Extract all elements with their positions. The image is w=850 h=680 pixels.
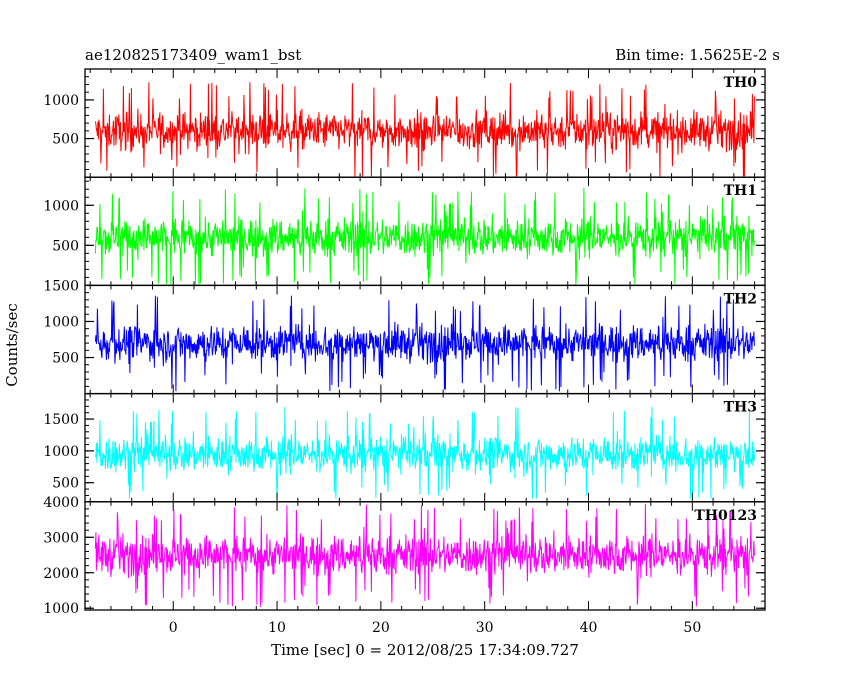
x-tick-label: 40 [580,620,598,636]
series-line-th0123 [94,503,755,607]
panel-frame [84,501,766,611]
panel-label-th2: TH2 [724,291,757,307]
series-line-th0 [94,82,755,177]
y-tick-label: 1500 [43,412,79,428]
x-tick-label: 50 [683,620,701,636]
y-tick-label: 500 [52,238,79,254]
y-tick-label: 500 [52,132,79,148]
y-tick-label: 1000 [43,601,79,617]
series-line-th3 [94,406,755,499]
panel-th1: 500 1000 TH1 [43,176,766,287]
y-tick-label: 2000 [43,566,79,582]
y-tick-label: 500 [52,351,79,367]
panel-label-th0123: TH0123 [694,508,757,524]
panels-group: 500 1000 TH0 500 1000 TH1 500 1000 1500 TH2 500 100… [43,68,766,617]
x-tick-labels: 0 10 20 30 40 50 [169,620,701,636]
y-tick-label: 3000 [43,530,79,546]
panel-th0: 500 1000 TH0 [43,68,766,178]
series-line-th1 [94,187,755,285]
y-tick-label: 1500 [43,278,79,294]
x-axis-label: Time [sec] 0 = 2012/08/25 17:34:09.727 [271,641,579,659]
y-axis-label: Counts/sec [3,303,21,387]
chart-title-left: ae120825173409_wam1_bst [85,46,301,64]
panel-th0123: 1000 2000 3000 4000 TH0123 [43,495,766,617]
y-tick-label: 1000 [43,93,79,109]
x-tick-label: 0 [169,620,178,636]
y-tick-label: 1000 [43,198,79,214]
y-tick-label: 4000 [43,495,79,511]
series-line-th2 [94,295,755,392]
x-tick-label: 10 [268,620,286,636]
y-tick-label: 1000 [43,444,79,460]
y-tick-label: 500 [52,476,79,492]
x-tick-label: 20 [372,620,390,636]
x-tick-label: 30 [476,620,494,636]
panel-label-th0: TH0 [724,75,758,91]
y-tick-label: 1000 [43,314,79,330]
panel-label-th1: TH1 [724,183,757,199]
panel-th2: 500 1000 1500 TH2 [43,278,766,395]
panel-th3: 500 1000 1500 TH3 [43,392,766,503]
panel-label-th3: TH3 [724,400,757,416]
chart-title-right: Bin time: 1.5625E-2 s [615,46,780,64]
